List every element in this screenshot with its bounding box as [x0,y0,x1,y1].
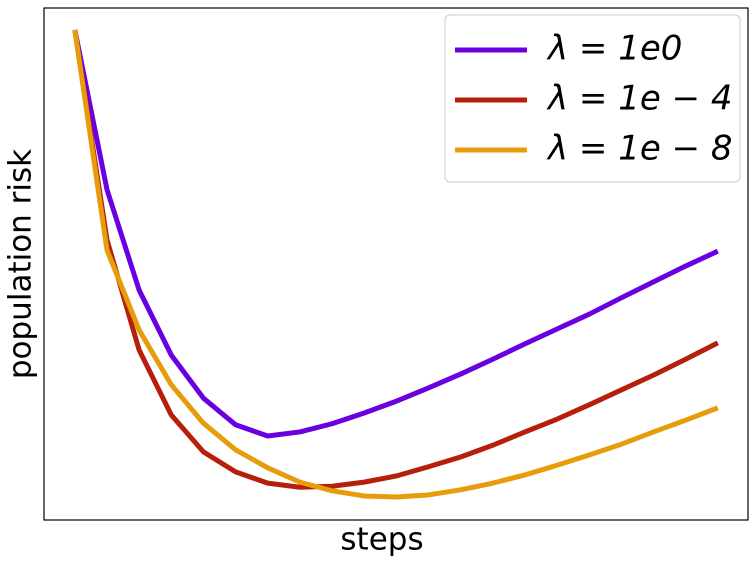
x-axis-label: steps [340,522,423,558]
legend-box [444,14,741,183]
line [72,29,719,439]
legend-label: λ = 1e0 [546,29,682,69]
legend-label: λ = 1e − 8 [546,129,733,169]
y-axis-label: population risk [3,149,39,379]
line [72,29,719,490]
legend-label: λ = 1e − 4 [546,79,733,119]
plot-frame [43,7,749,521]
line [72,29,719,500]
